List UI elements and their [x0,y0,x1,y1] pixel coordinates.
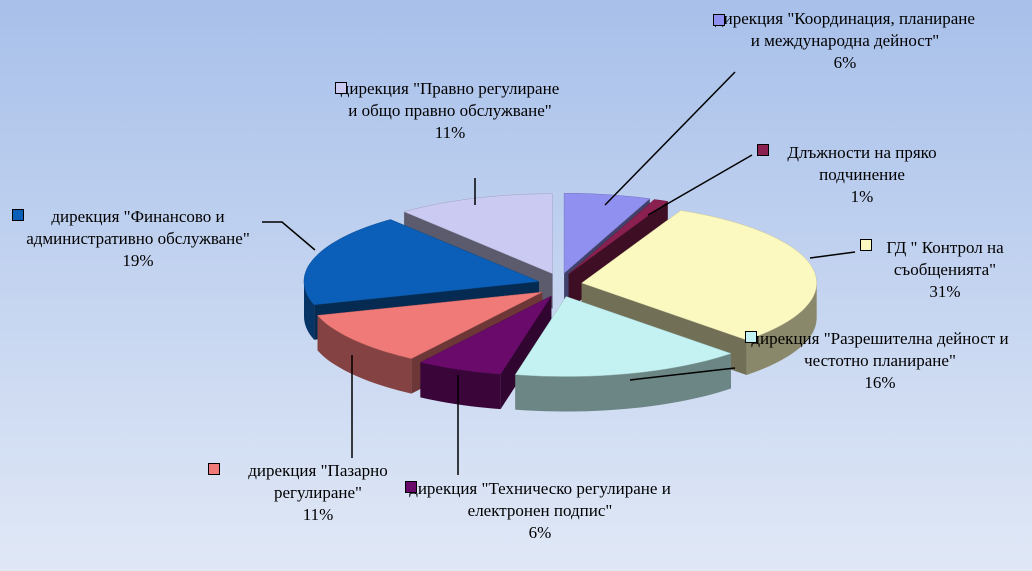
data-label: Длъжности на пряко подчинение 1% [777,142,947,208]
legend-swatch [208,463,220,475]
label-value: 6% [528,523,552,542]
legend-swatch [757,144,769,156]
slice-side [746,283,817,375]
slice-side [515,353,731,412]
data-label: дирекция "Техническо регулиране и електр… [405,478,675,544]
label-value: 31% [929,282,961,301]
slice-side [304,281,315,340]
legend-swatch [12,209,24,221]
label-name: ГД " Контрол на съобщенията" [886,238,1004,279]
legend-swatch [335,82,347,94]
slice-side [317,315,412,394]
label-value: 1% [850,187,874,206]
label-name: дирекция "Координация, планиране и между… [715,9,975,50]
label-value: 16% [864,373,896,392]
legend-swatch [745,331,757,343]
slice [419,295,553,375]
data-label: дирекция "Координация, планиране и между… [715,8,975,74]
leader-line [809,251,856,259]
leader-line [647,154,753,216]
slice [316,291,543,359]
legend-swatch [860,239,872,251]
label-name: дирекция "Техническо регулиране и електр… [409,479,671,520]
slice [514,296,732,377]
label-name: дирекция "Финансово и административно об… [26,207,250,248]
data-label: дирекция "Финансово и административно об… [6,206,271,272]
data-label: дирекция "Правно регулиране и общо правн… [335,78,565,144]
leader-line [604,71,736,206]
slice [403,193,553,275]
slice [568,199,669,275]
label-value: 6% [833,53,857,72]
label-name: дирекция "Правно регулиране и общо правн… [340,79,560,120]
leader-line [629,367,736,381]
label-value: 19% [122,251,154,270]
legend-swatch [713,14,725,26]
label-name: дирекция "Разрешителна дейност и честотн… [751,329,1009,370]
slice [303,219,540,306]
leader-line [262,221,316,251]
slice-side [420,362,501,410]
data-label: ГД " Контрол на съобщенията" 31% [855,237,1032,303]
data-label: дирекция "Пазарно регулиране" 11% [218,460,418,526]
legend-swatch [405,481,417,493]
label-value: 11% [302,505,334,524]
slice [581,210,817,341]
label-value: 11% [434,123,466,142]
slice [563,192,651,274]
data-label: дирекция "Разрешителна дейност и честотн… [750,328,1010,394]
label-name: дирекция "Пазарно регулиране" [248,461,388,502]
label-name: Длъжности на пряко подчинение [787,143,937,184]
